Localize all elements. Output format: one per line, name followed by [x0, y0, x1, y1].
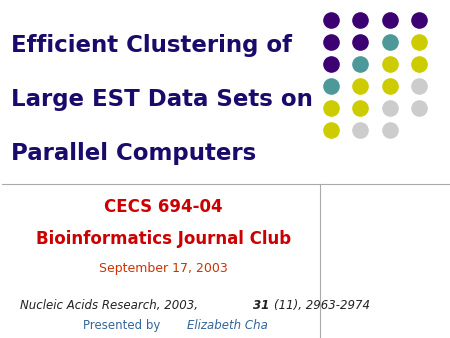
- Text: 31: 31: [253, 299, 270, 312]
- Text: (11), 2963-2974: (11), 2963-2974: [274, 299, 370, 312]
- Point: [386, 127, 393, 133]
- Text: Presented by: Presented by: [83, 319, 164, 332]
- Point: [328, 105, 335, 111]
- Text: September 17, 2003: September 17, 2003: [99, 262, 228, 275]
- Text: Elizabeth Cha: Elizabeth Cha: [187, 319, 268, 332]
- Text: Nucleic Acids Research, 2003,: Nucleic Acids Research, 2003,: [20, 299, 202, 312]
- Point: [415, 105, 422, 111]
- Text: CECS 694-04: CECS 694-04: [104, 198, 223, 216]
- Text: Efficient Clustering of: Efficient Clustering of: [11, 34, 292, 57]
- Point: [357, 127, 364, 133]
- Point: [357, 105, 364, 111]
- Point: [328, 18, 335, 23]
- Point: [357, 83, 364, 89]
- Point: [415, 83, 422, 89]
- Point: [328, 40, 335, 45]
- Text: Parallel Computers: Parallel Computers: [11, 142, 256, 165]
- Point: [415, 62, 422, 67]
- Point: [357, 40, 364, 45]
- Point: [415, 18, 422, 23]
- Point: [386, 18, 393, 23]
- Point: [328, 62, 335, 67]
- Point: [328, 83, 335, 89]
- Point: [357, 18, 364, 23]
- Text: Large EST Data Sets on: Large EST Data Sets on: [11, 88, 313, 111]
- Point: [357, 62, 364, 67]
- Point: [386, 62, 393, 67]
- Point: [386, 40, 393, 45]
- Point: [328, 127, 335, 133]
- Point: [415, 40, 422, 45]
- Point: [386, 83, 393, 89]
- Text: Bioinformatics Journal Club: Bioinformatics Journal Club: [36, 230, 291, 248]
- Point: [386, 105, 393, 111]
